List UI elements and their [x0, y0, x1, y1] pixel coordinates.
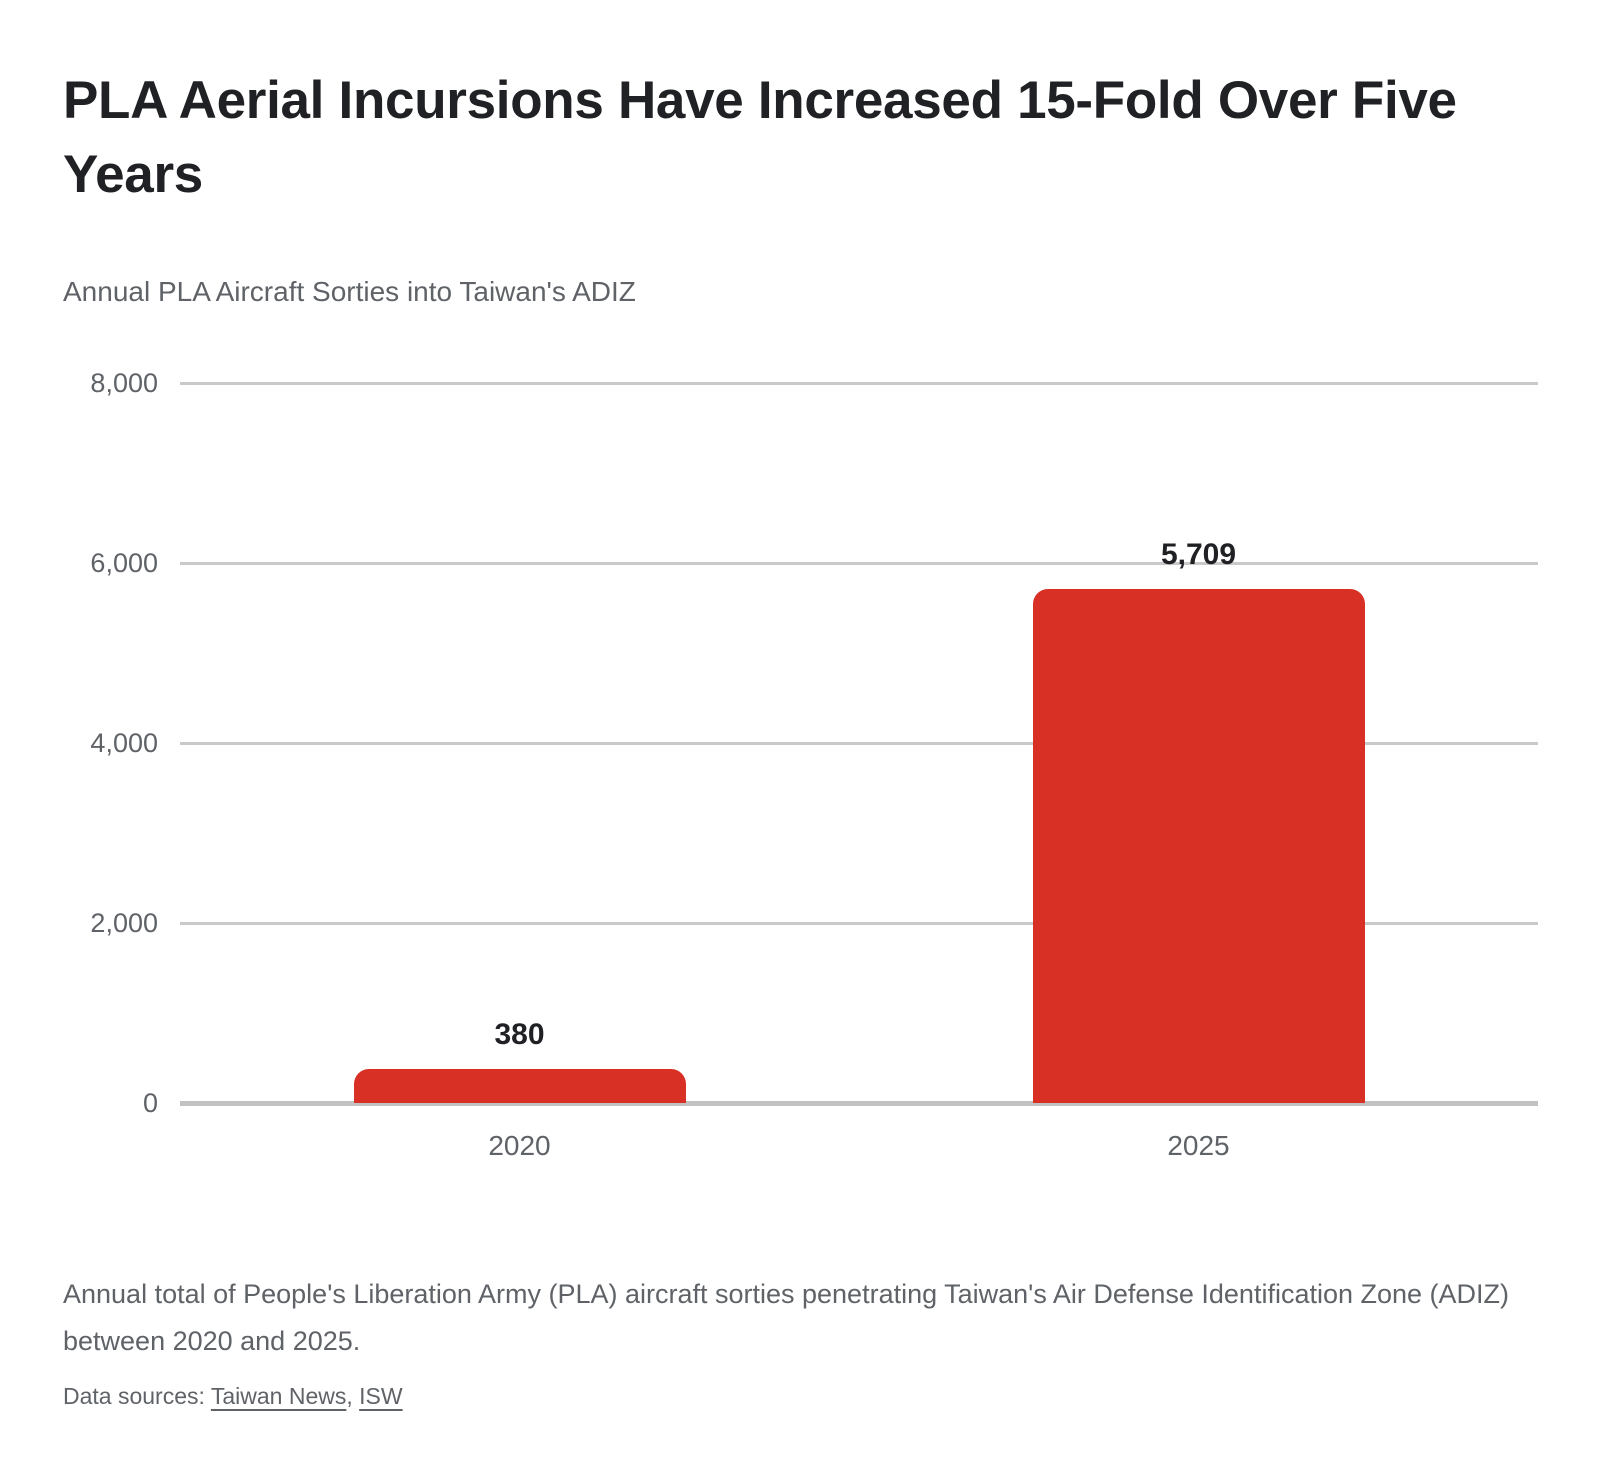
bar-2025: [1032, 589, 1365, 1103]
gridline: [180, 382, 1538, 385]
bar-value-label: 5,709: [1160, 538, 1237, 572]
y-tick-label: 8,000: [90, 368, 158, 398]
gridline: [180, 922, 1538, 925]
data-sources-separator: ,: [346, 1383, 360, 1409]
bar-value-label: 380: [494, 1017, 545, 1051]
y-tick-label: 6,000: [90, 548, 158, 578]
source-link-taiwan-news[interactable]: Taiwan News: [210, 1383, 347, 1409]
source-link-isw[interactable]: ISW: [359, 1383, 403, 1409]
data-sources-prefix: Data sources:: [63, 1383, 211, 1409]
y-tick-label: 4,000: [90, 728, 158, 758]
bar-2020: [353, 1068, 686, 1103]
gridline: [180, 562, 1538, 565]
y-tick-label: 2,000: [90, 908, 158, 938]
x-tick-label: 2025: [1167, 1130, 1230, 1161]
chart-title: PLA Aerial Incursions Have Increased 15-…: [63, 71, 1457, 204]
data-sources-line: Data sources: Taiwan News, ISW: [63, 1381, 403, 1411]
gridline: [180, 742, 1538, 745]
x-axis-line: [180, 1101, 1538, 1106]
chart-subtitle: Annual PLA Aircraft Sorties into Taiwan'…: [63, 276, 636, 307]
y-tick-label: 0: [142, 1088, 158, 1118]
chart-caption: Annual total of People's Liberation Army…: [63, 1279, 1510, 1356]
x-tick-label: 2020: [488, 1130, 551, 1161]
